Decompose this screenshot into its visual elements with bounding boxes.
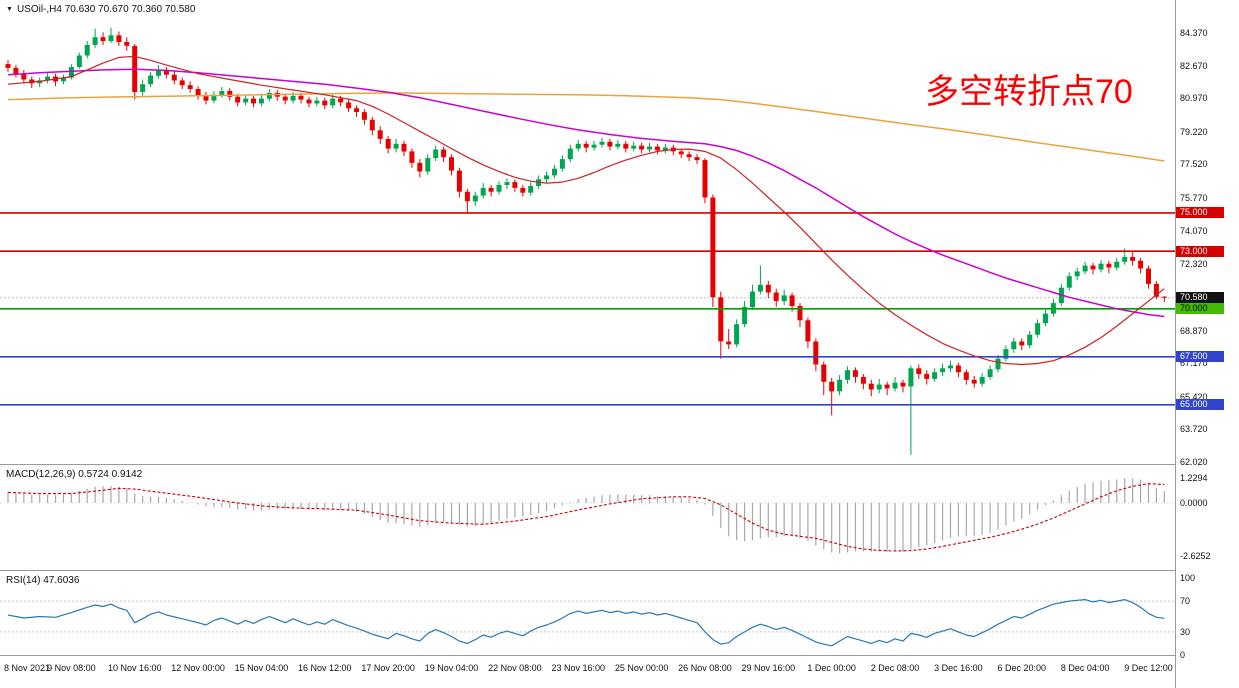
axis-tick-label: 84.370 bbox=[1180, 28, 1208, 38]
price-badge: 70.000 bbox=[1176, 303, 1224, 315]
time-axis[interactable]: 8 Nov 2021 9 Nov 08:00 10 Nov 16:00 12 Nov … bbox=[0, 657, 1175, 688]
price-badge: 73.000 bbox=[1176, 245, 1224, 257]
rsi-label: RSI(14) 47.6036 bbox=[6, 575, 80, 586]
chart-title: ▼ USOil-,H4 70.630 70.670 70.360 70.580 bbox=[6, 4, 195, 15]
time-tick-label: 3 Dec 16:00 bbox=[934, 663, 983, 673]
price-axis[interactable]: 84.370 82.670 80.970 79.220 77.520 75.770 74.0… bbox=[1175, 0, 1239, 688]
price-badge: 75.000 bbox=[1176, 207, 1224, 219]
time-tick-label: 12 Nov 00:00 bbox=[171, 663, 225, 673]
macd-label: MACD(12,26,9) 0.5724 0.9142 bbox=[6, 469, 143, 480]
time-tick-label: 6 Dec 20:00 bbox=[997, 663, 1047, 673]
axis-tick-label: 30 bbox=[1180, 626, 1191, 637]
axis-tick-label: 65.420 bbox=[1180, 391, 1208, 402]
macd-panel[interactable]: MACD(12,26,9) 0.5724 0.9142 bbox=[0, 466, 1175, 571]
candlestick-canvas[interactable] bbox=[0, 0, 1175, 465]
chart-annotation: 多空转折点70 bbox=[925, 73, 1133, 111]
time-tick-label: 1 Dec 00:00 bbox=[807, 663, 856, 673]
axis-tick-label: 74.070 bbox=[1180, 225, 1208, 236]
axis-tick-label: 68.870 bbox=[1180, 325, 1208, 336]
time-tick-label: 8 Dec 04:00 bbox=[1060, 663, 1110, 673]
axis-tick-label: 77.520 bbox=[1180, 159, 1208, 170]
symbol-ohlc-text: USOil-,H4 70.630 70.670 70.360 70.580 bbox=[16, 4, 196, 15]
time-tick-label: 22 Nov 08:00 bbox=[488, 663, 542, 673]
price-chart-panel[interactable]: ▼ USOil-,H4 70.630 70.670 70.360 70.580 … bbox=[0, 0, 1175, 465]
price-badge: 67.500 bbox=[1176, 351, 1224, 363]
price-badge: 70.580 bbox=[1176, 292, 1224, 304]
macd-canvas[interactable] bbox=[0, 466, 1175, 571]
axis-tick-label: 70 bbox=[1180, 596, 1191, 607]
time-tick-label: 8 Nov 2021 bbox=[4, 663, 51, 673]
axis-tick-label: 0.0000 bbox=[1180, 497, 1208, 508]
time-tick-label: 17 Nov 20:00 bbox=[361, 663, 415, 673]
time-tick-label: 26 Nov 08:00 bbox=[678, 663, 732, 673]
time-tick-label: 10 Nov 16:00 bbox=[107, 663, 162, 673]
axis-tick-label: 62.020 bbox=[1180, 457, 1208, 467]
axis-tick-label: 0 bbox=[1180, 650, 1186, 660]
time-tick-label: 15 Nov 04:00 bbox=[234, 663, 289, 673]
axis-tick-label: 75.770 bbox=[1180, 193, 1208, 204]
time-tick-label: 29 Nov 16:00 bbox=[741, 663, 796, 673]
rsi-canvas[interactable] bbox=[0, 572, 1175, 656]
time-tick-label: 25 Nov 00:00 bbox=[614, 663, 669, 673]
axis-tick-label: 82.670 bbox=[1180, 60, 1208, 71]
time-tick-label: 9 Nov 08:00 bbox=[47, 663, 96, 673]
price-badge: 65.000 bbox=[1176, 399, 1224, 411]
axis-tick-label: 1.2294 bbox=[1180, 473, 1208, 483]
time-tick-label: 16 Nov 12:00 bbox=[298, 663, 352, 673]
axis-tick-label: 100 bbox=[1180, 573, 1196, 583]
time-tick-label: 23 Nov 16:00 bbox=[551, 663, 606, 673]
time-tick-label: 2 Dec 08:00 bbox=[870, 663, 920, 673]
axis-tick-label: 80.970 bbox=[1180, 93, 1208, 104]
axis-tick-label: 67.170 bbox=[1180, 358, 1208, 369]
time-tick-label: 9 Dec 12:00 bbox=[1124, 663, 1173, 673]
triangle-icon: ▼ bbox=[6, 6, 13, 13]
rsi-panel[interactable]: RSI(14) 47.6036 bbox=[0, 572, 1175, 656]
axis-tick-label: 63.720 bbox=[1180, 424, 1208, 435]
axis-tick-label: 72.320 bbox=[1180, 259, 1208, 270]
axis-tick-label: 79.220 bbox=[1180, 126, 1208, 137]
time-tick-label: 19 Nov 04:00 bbox=[424, 663, 479, 673]
axis-tick-label: -2.6252 bbox=[1180, 551, 1211, 561]
